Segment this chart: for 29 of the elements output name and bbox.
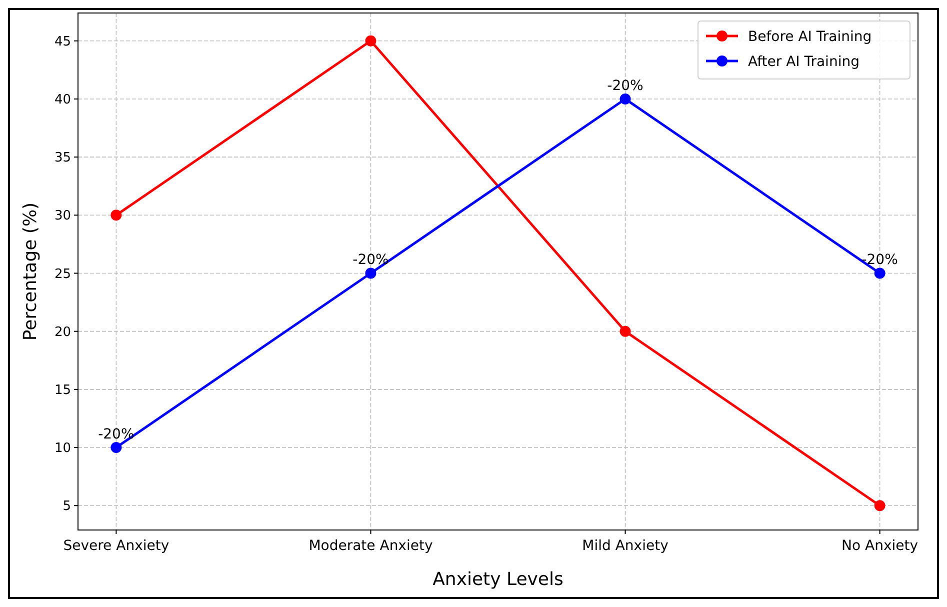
point [365, 268, 376, 279]
y-tick-label: 40 [54, 92, 71, 108]
y-tick-label: 45 [54, 34, 71, 50]
x-axis-title: Anxiety Levels [432, 569, 564, 590]
legend-label: After AI Training [748, 54, 860, 70]
annotation: -20% [862, 252, 898, 268]
point [874, 500, 886, 512]
y-tick-label: 35 [54, 150, 71, 166]
point [874, 268, 886, 279]
x-tick-label: No Anxiety [842, 538, 918, 554]
y-tick-label: 10 [54, 441, 71, 456]
point [620, 93, 631, 104]
x-tick-label: Moderate Anxiety [308, 538, 433, 554]
y-tick-label: 25 [54, 266, 71, 282]
y-tick-label: 30 [54, 208, 71, 224]
y-tick-label: 20 [54, 324, 71, 340]
annotation: -20% [98, 426, 134, 443]
y-axis-title: Percentage (%) [20, 202, 41, 341]
annotation: -20% [352, 252, 389, 268]
x-tick-label: Severe Anxiety [63, 538, 170, 554]
legend-label: Before AI Training [748, 28, 872, 45]
point [620, 326, 631, 337]
point [110, 442, 122, 454]
y-tick-label: 5 [62, 499, 71, 514]
y-tick-label: 15 [54, 382, 71, 398]
x-tick-label: Mild Anxiety [582, 538, 668, 554]
annotation: -20% [607, 78, 644, 94]
point [110, 210, 122, 221]
point [365, 35, 376, 46]
